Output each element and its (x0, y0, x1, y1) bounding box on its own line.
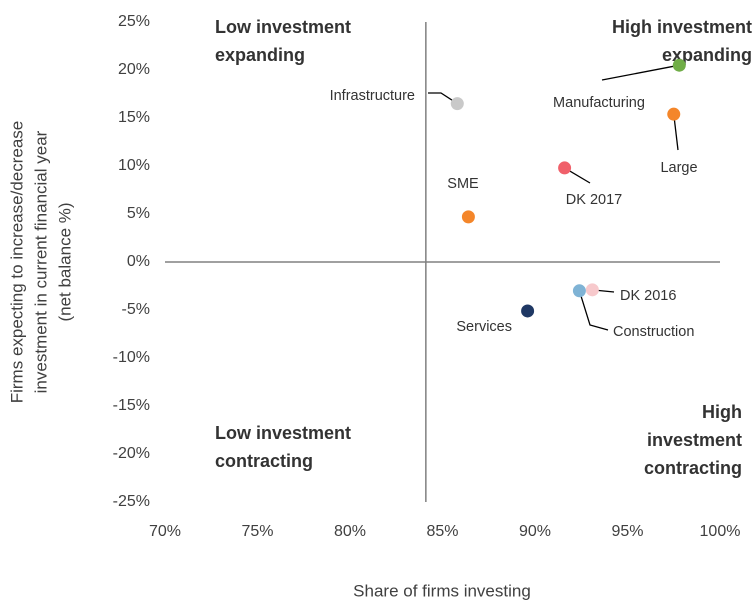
y-tick-label: 5% (127, 205, 150, 222)
point (521, 304, 535, 318)
x-axis-title: Share of firms investing (353, 581, 531, 600)
point (572, 284, 586, 298)
y-tick-label: 25% (118, 13, 150, 30)
point (450, 97, 464, 111)
leader-line (601, 64, 680, 81)
quadrant-label: expanding (662, 45, 752, 65)
y-tick-label: 15% (118, 109, 150, 126)
quadrant-label: expanding (215, 45, 305, 65)
x-tick-label: 70% (149, 523, 181, 540)
point-label: Manufacturing (553, 95, 645, 111)
quadrant-label: contracting (644, 458, 742, 478)
quadrant-label: Low investment (215, 423, 351, 443)
point-label: Large (660, 160, 697, 176)
point-label: Construction (613, 324, 694, 340)
point-label: Infrastructure (330, 88, 415, 104)
point-label: DK 2017 (566, 192, 622, 208)
point (558, 161, 572, 175)
x-tick-label: 85% (426, 523, 458, 540)
y-tick-label: -5% (122, 301, 150, 318)
leader-line (578, 290, 609, 331)
x-tick-label: 95% (611, 523, 643, 540)
quadrant-label: High investment (612, 17, 752, 37)
quadrant-label: Low investment (215, 17, 351, 37)
y-tick-label: -15% (113, 397, 150, 414)
quadrant-label: investment (647, 430, 742, 450)
point (672, 58, 686, 72)
y-axis-title: (net balance %) (55, 202, 74, 321)
y-tick-label: 0% (127, 253, 150, 270)
quadrant-label: contracting (215, 451, 313, 471)
x-tick-label: 80% (334, 523, 366, 540)
y-axis-title: Firms expecting to increase/decrease (7, 121, 26, 404)
point (461, 210, 475, 224)
y-tick-label: -20% (113, 445, 150, 462)
point-label: Services (456, 319, 512, 335)
point (585, 283, 599, 297)
y-tick-label: 20% (118, 61, 150, 78)
quadrant-label: High (702, 402, 742, 422)
x-tick-label: 75% (241, 523, 273, 540)
y-axis-title: investment in current financial year (31, 130, 50, 393)
point (667, 107, 681, 121)
x-tick-label: 100% (700, 523, 741, 540)
x-tick-label: 90% (519, 523, 551, 540)
y-tick-label: 10% (118, 157, 150, 174)
point-label: SME (447, 176, 479, 192)
y-tick-label: -25% (113, 493, 150, 510)
point-label: DK 2016 (620, 288, 676, 304)
y-tick-label: -10% (113, 349, 150, 366)
